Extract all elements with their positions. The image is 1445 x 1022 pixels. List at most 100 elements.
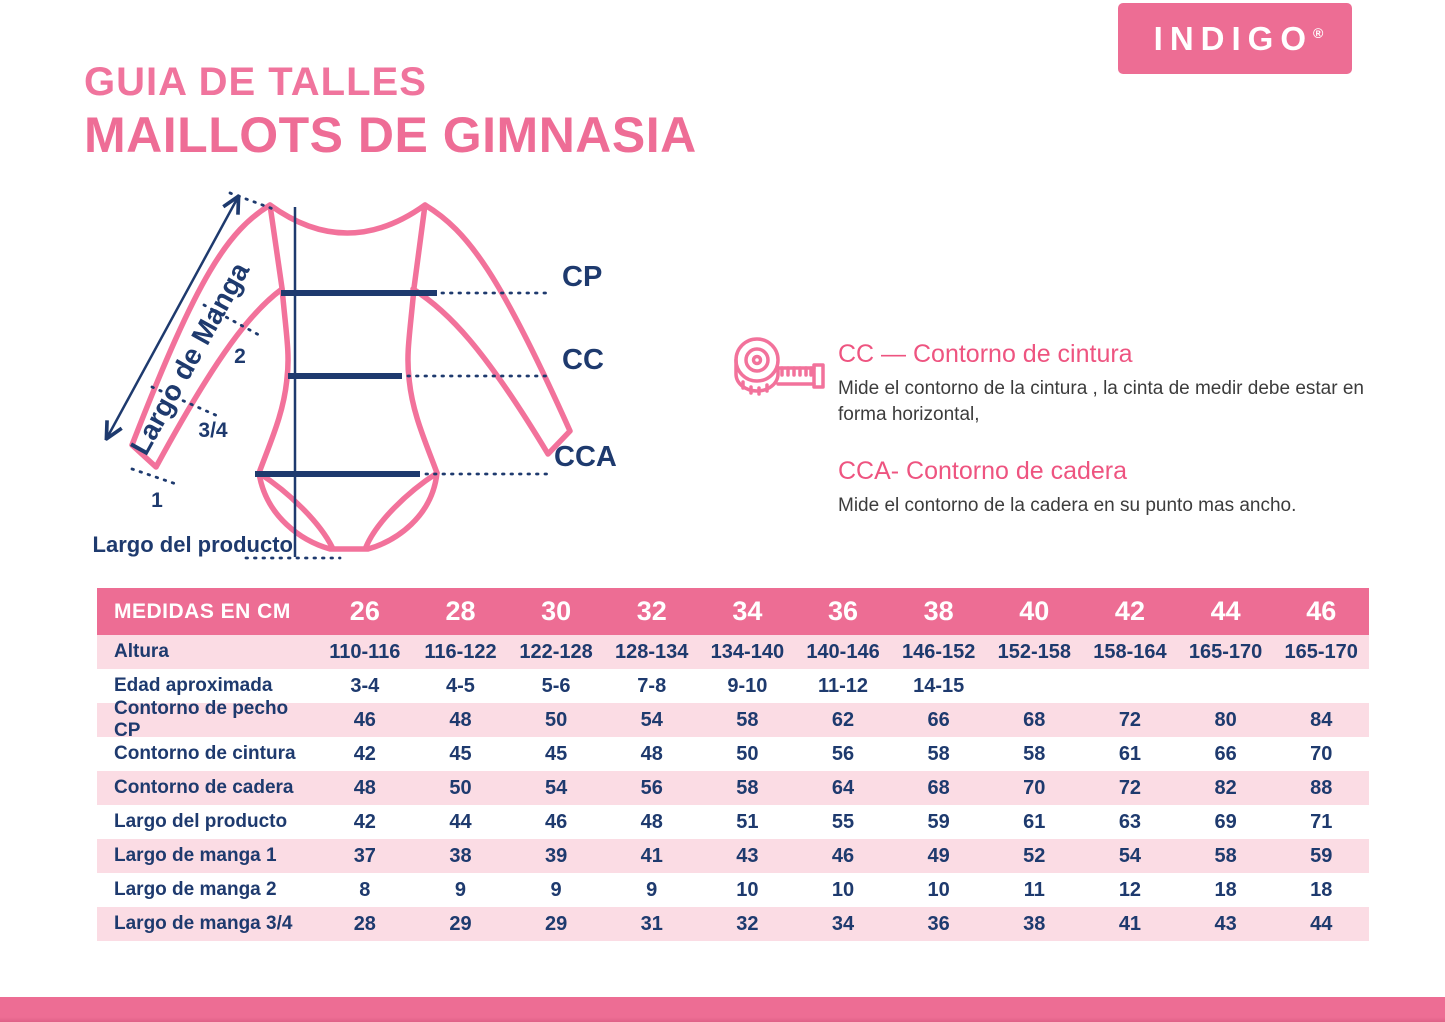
cell-value: 59 bbox=[927, 810, 950, 833]
sleeve-mark-2: 2 bbox=[234, 345, 246, 368]
cell-value: 44 bbox=[449, 810, 472, 833]
size-column-header: 28 bbox=[445, 596, 476, 626]
cell-value: 48 bbox=[449, 708, 472, 731]
cell-value: 80 bbox=[1214, 708, 1237, 731]
cell-value: 146-152 bbox=[901, 640, 976, 663]
row-label: Contorno de cintura bbox=[114, 743, 296, 764]
size-column-header: 32 bbox=[636, 596, 667, 626]
cell-value: 84 bbox=[1310, 708, 1333, 731]
cell-value: 82 bbox=[1214, 776, 1237, 799]
brand-logo-text: INDIGO® bbox=[1147, 20, 1324, 58]
cc-info-body: Mide el contorno de la cintura , la cint… bbox=[838, 378, 1364, 425]
cell-value: 48 bbox=[640, 810, 663, 833]
cell-value: 68 bbox=[927, 776, 950, 799]
brand-name: INDIGO bbox=[1153, 19, 1313, 57]
cell-value: 62 bbox=[831, 708, 855, 731]
cell-value: 18 bbox=[1310, 878, 1333, 901]
cell-value: 116-122 bbox=[424, 640, 497, 663]
cell-value: 45 bbox=[449, 742, 472, 765]
cell-value: 46 bbox=[544, 810, 568, 833]
cell-value: 29 bbox=[449, 912, 472, 935]
cell-value: 9-10 bbox=[727, 674, 768, 697]
cell-value: 50 bbox=[544, 708, 568, 731]
cell-value: 4-5 bbox=[446, 674, 475, 697]
cell-value: 66 bbox=[927, 708, 950, 731]
cell-value: 54 bbox=[544, 776, 568, 799]
cell-value: 9 bbox=[454, 878, 467, 901]
cell-value: 14-15 bbox=[913, 674, 965, 697]
table-row: Largo de manga 1 37 38 39 41 43 46 49 52 54 58 59 bbox=[97, 839, 1369, 873]
size-column-header: 40 bbox=[1019, 596, 1050, 626]
size-table-header: MEDIDAS EN CM 26 28 30 32 34 36 38 40 42 44 46 bbox=[97, 588, 1369, 635]
cell-value: 43 bbox=[1214, 912, 1237, 935]
size-column-header: 42 bbox=[1114, 596, 1145, 626]
row-label: Edad aproximada bbox=[114, 675, 273, 696]
sleeve-length-arrow bbox=[108, 199, 237, 436]
cell-value: 69 bbox=[1214, 810, 1237, 833]
cell-value: 7-8 bbox=[637, 674, 667, 697]
table-row: Edad aproximada 3-4 4-5 5-6 7-8 9-10 11-12 14-1… bbox=[97, 669, 1369, 703]
cell-value: 34 bbox=[831, 912, 855, 935]
cell-value: 10 bbox=[831, 878, 855, 901]
cell-value: 128-134 bbox=[615, 640, 689, 663]
cell-value: 49 bbox=[927, 844, 950, 867]
page-subtitle: GUIA DE TALLES bbox=[84, 60, 427, 104]
sleeve-mark-1: 1 bbox=[151, 489, 163, 512]
cell-value: 12 bbox=[1118, 878, 1142, 901]
cell-value: 52 bbox=[1023, 844, 1046, 867]
cell-value: 10 bbox=[927, 878, 950, 901]
product-length-label: Largo del producto bbox=[93, 532, 293, 557]
cell-value: 59 bbox=[1310, 844, 1333, 867]
cell-value: 72 bbox=[1118, 708, 1142, 731]
cell-value: 70 bbox=[1023, 776, 1046, 799]
cell-value: 3-4 bbox=[350, 674, 380, 697]
size-column-header: 26 bbox=[349, 596, 380, 626]
cell-value: 41 bbox=[1118, 912, 1142, 935]
cell-value: 58 bbox=[1214, 844, 1237, 867]
cell-value: 58 bbox=[736, 776, 759, 799]
cell-value: 50 bbox=[736, 742, 759, 765]
cell-value: 37 bbox=[353, 844, 376, 867]
cell-value: 48 bbox=[640, 742, 663, 765]
row-label: Largo de manga 1 bbox=[114, 845, 277, 866]
cell-value: 58 bbox=[736, 708, 759, 731]
cell-value: 51 bbox=[736, 810, 759, 833]
measuring-tape-icon bbox=[734, 337, 825, 396]
row-label: Altura bbox=[114, 641, 169, 662]
cell-value: 45 bbox=[544, 742, 568, 765]
cell-value: 64 bbox=[831, 776, 855, 799]
size-column-header: 38 bbox=[923, 596, 954, 626]
cell-value: 71 bbox=[1310, 810, 1333, 833]
cell-value: 58 bbox=[1023, 742, 1046, 765]
cell-value: 68 bbox=[1023, 708, 1046, 731]
sleeve-mark-34: 3/4 bbox=[198, 419, 228, 442]
cell-value: 54 bbox=[1118, 844, 1142, 867]
table-row: Contorno de cadera 48 50 54 56 58 64 68 70 72 82 88 bbox=[97, 771, 1369, 805]
cell-value: 56 bbox=[831, 742, 855, 765]
cell-value: 42 bbox=[353, 742, 376, 765]
cell-value: 38 bbox=[449, 844, 472, 867]
cell-value: 46 bbox=[831, 844, 855, 867]
cell-value: 11-12 bbox=[817, 674, 869, 697]
size-column-header: 46 bbox=[1306, 596, 1337, 626]
cell-value: 46 bbox=[353, 708, 376, 731]
size-column-header: 34 bbox=[732, 596, 763, 626]
cell-value: 18 bbox=[1214, 878, 1237, 901]
table-row: Altura 110-116 116-122 122-128 128-134 134-14… bbox=[97, 635, 1369, 669]
row-label: Largo de manga 2 bbox=[114, 879, 277, 900]
cell-value: 50 bbox=[449, 776, 472, 799]
cell-value: 66 bbox=[1214, 742, 1237, 765]
cell-value: 41 bbox=[640, 844, 663, 867]
size-column-header: 44 bbox=[1210, 596, 1241, 626]
cc-info-title: CC — Contorno de cintura bbox=[838, 340, 1133, 368]
table-row: Largo del producto 42 44 46 48 51 55 59 61 63 69 71 bbox=[97, 805, 1369, 839]
cell-value: 11 bbox=[1023, 878, 1045, 901]
page-title: MAILLOTS DE GIMNASIA bbox=[84, 107, 697, 163]
cell-value: 28 bbox=[353, 912, 376, 935]
cell-value: 165-170 bbox=[1284, 640, 1358, 663]
cell-value: 54 bbox=[640, 708, 663, 731]
cell-value: 56 bbox=[640, 776, 663, 799]
cell-value: 70 bbox=[1310, 742, 1333, 765]
cell-value: 58 bbox=[927, 742, 950, 765]
cell-value: 9 bbox=[646, 878, 658, 901]
